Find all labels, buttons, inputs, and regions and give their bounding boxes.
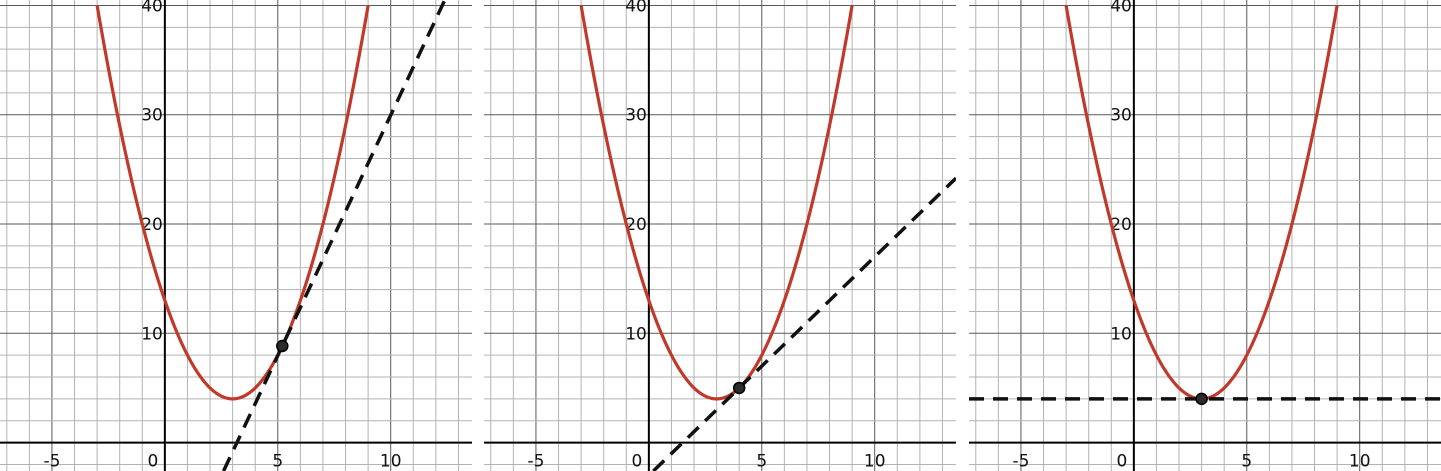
tangent-point <box>276 339 289 353</box>
x-tick-label: -5 <box>1012 452 1029 471</box>
x-tick-label: 0 <box>147 452 158 471</box>
tangent-line <box>652 176 956 471</box>
chart-panel-1: -5 0 5 10 10 20 30 40 <box>0 0 472 471</box>
x-tick-label: 0 <box>1116 452 1127 471</box>
parabola-curve <box>95 5 370 401</box>
y-tick-label: 30 <box>1110 106 1132 126</box>
y-tick-label: 10 <box>625 324 647 344</box>
grid <box>969 0 1441 471</box>
chart-svg-1: -5 0 5 10 10 20 30 40 <box>0 0 472 471</box>
y-tick-label: 20 <box>625 215 647 235</box>
y-tick-label: 30 <box>141 106 163 126</box>
y-tick-label: 30 <box>625 106 647 126</box>
tangent-line <box>221 0 447 471</box>
y-tick-label: 20 <box>141 215 163 235</box>
grid <box>0 0 472 471</box>
x-tick-label: 10 <box>380 452 402 471</box>
tangent-point <box>732 381 746 395</box>
grid <box>484 0 956 471</box>
chart-svg-3: -5 0 5 10 10 20 30 40 <box>969 0 1441 471</box>
x-tick-label: 5 <box>756 452 767 471</box>
y-tick-label: 40 <box>1110 0 1132 16</box>
x-tick-label: 5 <box>272 452 283 471</box>
x-tick-label: -5 <box>527 452 544 471</box>
tangent-point <box>1195 392 1208 406</box>
chart-panel-3: -5 0 5 10 10 20 30 40 <box>969 0 1441 471</box>
y-tick-label: 20 <box>1110 215 1132 235</box>
chart-svg-2: -5 0 5 10 10 20 30 40 <box>484 0 956 471</box>
x-tick-label: 5 <box>1241 452 1252 471</box>
y-tick-label: 10 <box>141 324 163 344</box>
y-tick-label: 40 <box>141 0 163 16</box>
x-tick-label: 10 <box>1349 452 1371 471</box>
x-tick-label: 0 <box>631 452 642 471</box>
chart-panel-2: -5 0 5 10 10 20 30 40 <box>484 0 956 471</box>
parabola-curve <box>579 5 854 401</box>
y-tick-label: 40 <box>625 0 647 16</box>
x-tick-label: 10 <box>864 452 886 471</box>
x-tick-label: -5 <box>43 452 60 471</box>
y-tick-label: 10 <box>1110 324 1132 344</box>
